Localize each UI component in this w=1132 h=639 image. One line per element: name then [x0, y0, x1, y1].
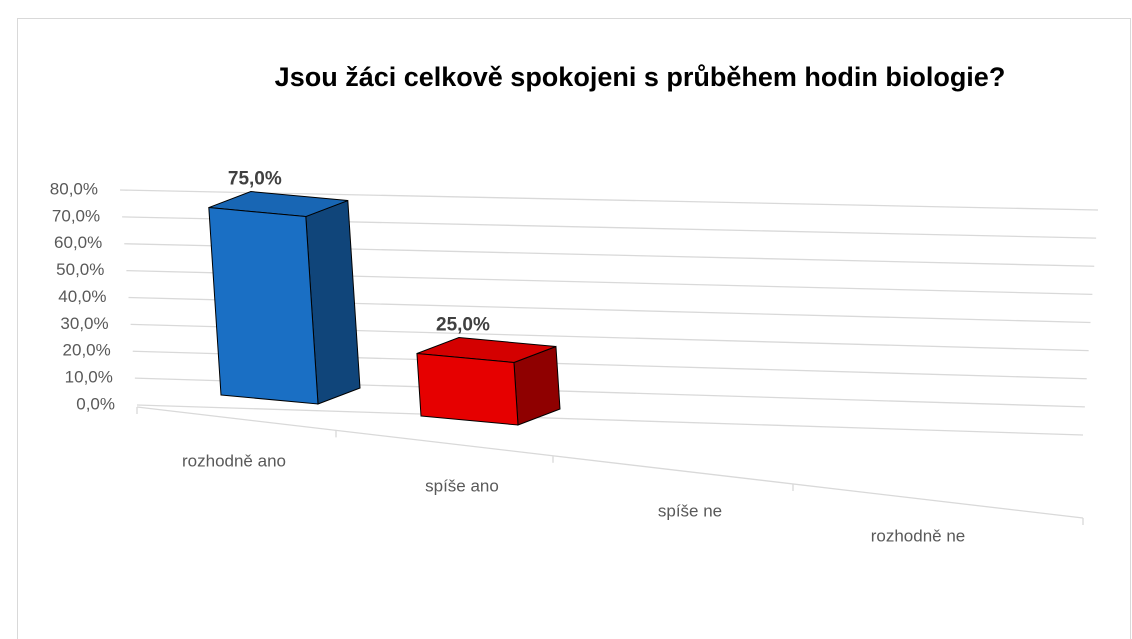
- x-tick-label: spíše ano: [425, 476, 499, 495]
- y-tick-label: 60,0%: [54, 233, 102, 252]
- chart-title: Jsou žáci celkově spokojeni s průběhem h…: [275, 62, 1006, 92]
- y-tick-label: 20,0%: [63, 341, 111, 360]
- data-label: 25,0%: [436, 315, 490, 336]
- y-tick-label: 10,0%: [65, 368, 113, 387]
- data-label: 75,0%: [228, 169, 282, 190]
- y-tick-label: 0,0%: [76, 394, 115, 413]
- y-tick-label: 70,0%: [52, 206, 100, 225]
- x-tick-label: spíše ne: [658, 501, 722, 520]
- bar: [416, 352, 519, 426]
- x-axis: [136, 406, 1084, 519]
- y-tick-label: 50,0%: [56, 260, 104, 279]
- x-tick-label: rozhodně ne: [871, 526, 966, 545]
- bar: [208, 206, 319, 405]
- y-tick-label: 80,0%: [50, 179, 98, 198]
- chart-frame: [17, 18, 1131, 639]
- grid-line: [136, 404, 1084, 436]
- grid-line: [119, 189, 1099, 211]
- x-tick-label: rozhodně ano: [182, 451, 286, 470]
- y-tick-label: 40,0%: [58, 287, 106, 306]
- y-tick-label: 30,0%: [60, 314, 108, 333]
